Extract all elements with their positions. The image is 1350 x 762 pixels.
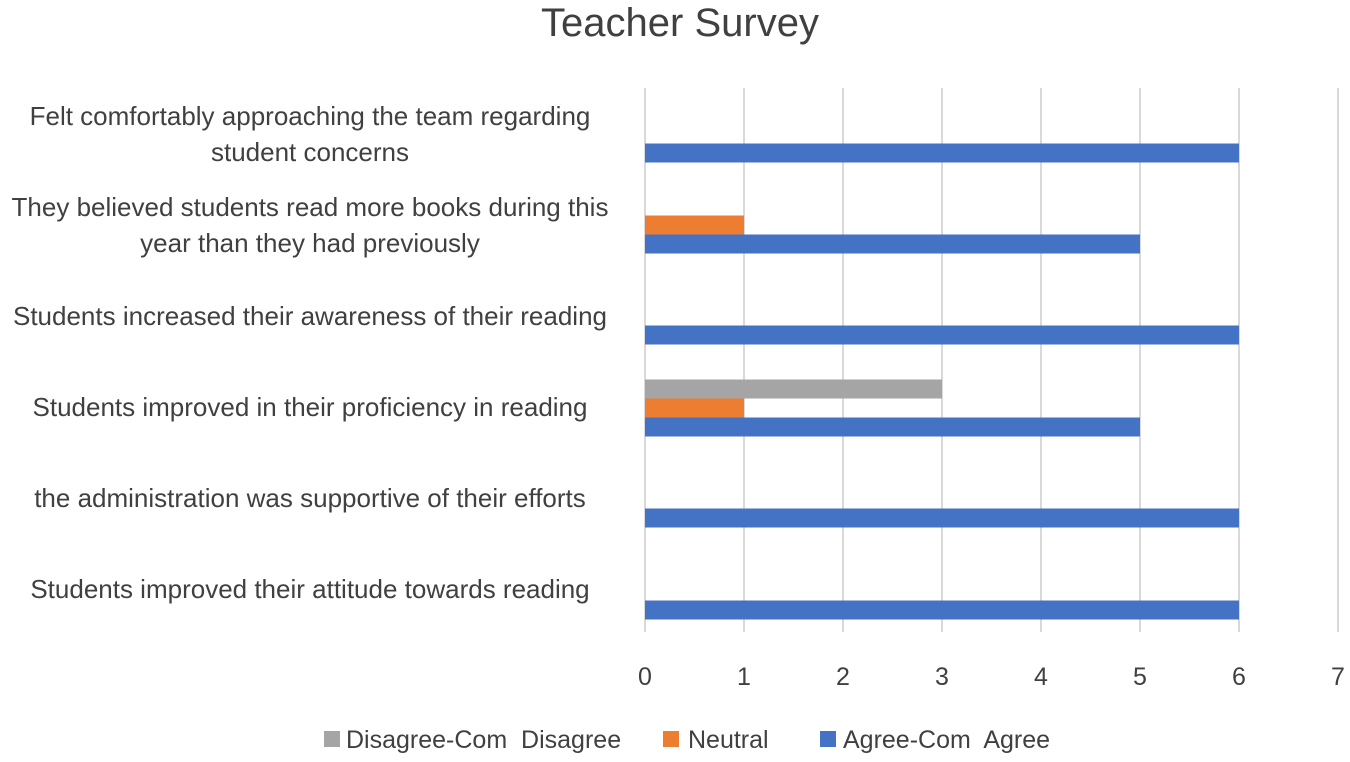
category-label-2-line-1: They believed students read more books d… bbox=[12, 192, 609, 222]
category-label-3: Students increased their awareness of th… bbox=[13, 301, 607, 331]
bar-agree-6 bbox=[645, 600, 1239, 620]
x-tick-label-7: 7 bbox=[1331, 663, 1345, 691]
category-label-2-line-2: year than they had previously bbox=[140, 228, 480, 258]
bar-agree-2 bbox=[645, 234, 1140, 254]
category-label-1-line-2: student concerns bbox=[211, 137, 409, 167]
bar-neutral-4 bbox=[645, 398, 744, 418]
category-labels: Felt comfortably approaching the team re… bbox=[12, 101, 609, 604]
x-tick-label-2: 2 bbox=[836, 663, 850, 691]
bar-disagree-4 bbox=[645, 379, 942, 399]
bar-agree-4 bbox=[645, 417, 1140, 437]
bars bbox=[645, 143, 1239, 620]
category-label-1-line-1: Felt comfortably approaching the team re… bbox=[30, 101, 591, 131]
x-axis-ticks: 0 1 2 3 4 5 6 7 bbox=[638, 663, 1345, 691]
category-label-4: Students improved in their proficiency i… bbox=[33, 392, 588, 422]
legend-label-3: Agree-Com Agree bbox=[843, 726, 1050, 754]
legend-swatch-2 bbox=[663, 731, 679, 747]
legend-label-2: Neutral bbox=[688, 726, 769, 754]
bar-neutral-2 bbox=[645, 215, 744, 235]
legend-swatch-1 bbox=[324, 731, 340, 747]
category-label-6: Students improved their attitude towards… bbox=[30, 574, 589, 604]
bar-agree-1 bbox=[645, 143, 1239, 163]
bar-agree-3 bbox=[645, 325, 1239, 345]
x-tick-label-4: 4 bbox=[1034, 663, 1048, 691]
x-tick-label-3: 3 bbox=[935, 663, 949, 691]
bar-agree-5 bbox=[645, 508, 1239, 528]
legend-label-1: Disagree-Com Disagree bbox=[346, 726, 621, 754]
x-tick-label-5: 5 bbox=[1133, 663, 1147, 691]
legend: Disagree-Com Disagree Neutral Agree-Com Ag… bbox=[324, 726, 1050, 754]
legend-swatch-3 bbox=[820, 731, 836, 747]
chart-title: Teacher Survey bbox=[541, 1, 819, 45]
category-label-5: the administration was supportive of the… bbox=[34, 483, 586, 513]
gridlines bbox=[644, 88, 1339, 632]
x-tick-label-0: 0 bbox=[638, 663, 652, 691]
x-tick-label-6: 6 bbox=[1232, 663, 1246, 691]
x-tick-label-1: 1 bbox=[737, 663, 751, 691]
